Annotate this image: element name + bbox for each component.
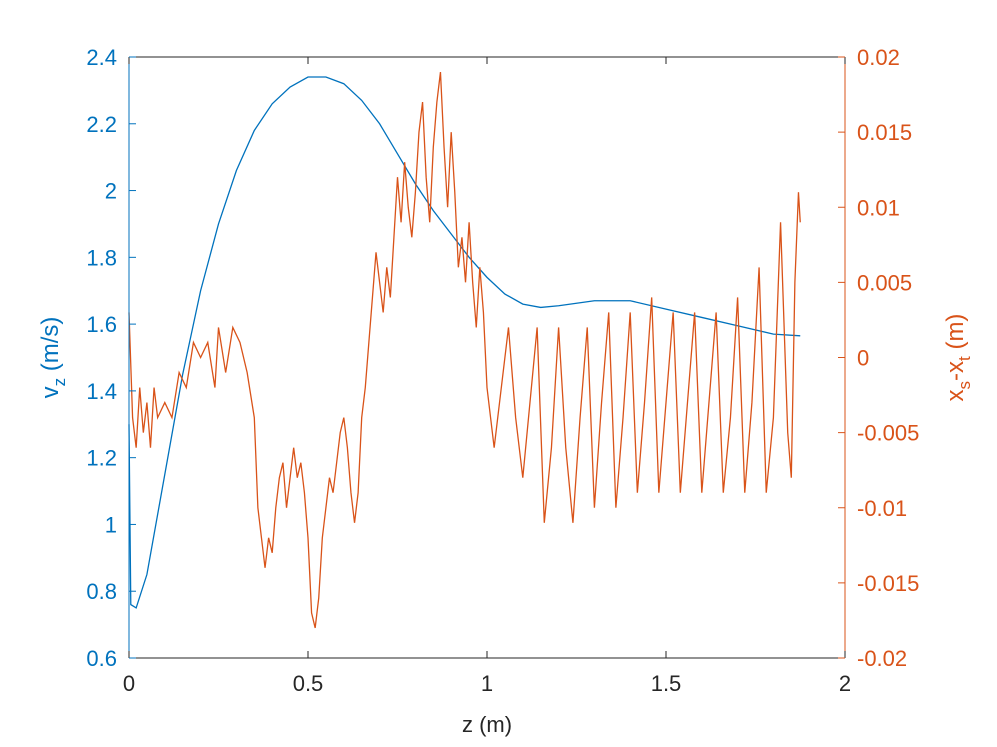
x-tick-label: 1 bbox=[481, 671, 493, 696]
y2-axis-label-part: s bbox=[955, 381, 974, 390]
y2-tick-label: 0 bbox=[857, 346, 869, 371]
x-tick-label: 2 bbox=[839, 671, 851, 696]
y2-tick-label: 0.02 bbox=[857, 45, 900, 70]
y-tick-label: 1.6 bbox=[86, 312, 117, 337]
data-line bbox=[128, 71, 801, 629]
y2-axis-label-part: t bbox=[955, 356, 974, 361]
y-axis-label-part: z bbox=[50, 378, 69, 387]
y2-tick-label: 0.01 bbox=[857, 195, 900, 220]
y-tick-label: 0.8 bbox=[86, 579, 117, 604]
y2-axis-label: xs-xt (m) bbox=[942, 314, 974, 402]
y-tick-label: 1.4 bbox=[86, 379, 117, 404]
y2-tick-label: -0.01 bbox=[857, 496, 907, 521]
y-tick-label: 1.2 bbox=[86, 446, 117, 471]
y-axis-label: vz (m/s) bbox=[37, 317, 69, 399]
y2-tick-label: -0.02 bbox=[857, 646, 907, 671]
y-tick-label: 0.6 bbox=[86, 646, 117, 671]
y-tick-label: 1 bbox=[105, 512, 117, 537]
y2-tick-label: 0.015 bbox=[857, 120, 912, 145]
x-tick-label: 0 bbox=[123, 671, 135, 696]
y2-axis-label-part: (m) bbox=[942, 314, 969, 357]
x-tick-label: 1.5 bbox=[651, 671, 682, 696]
y-tick-label: 2.4 bbox=[86, 45, 117, 70]
y-axis-label-part: v bbox=[37, 386, 64, 398]
y2-tick-label: 0.005 bbox=[857, 270, 912, 295]
y2-axis-label-part: -x bbox=[942, 361, 969, 381]
y-tick-label: 2 bbox=[105, 179, 117, 204]
x-axis-label: z (m) bbox=[462, 712, 512, 737]
y-axis-label-part: (m/s) bbox=[37, 317, 64, 378]
y2-tick-label: -0.005 bbox=[857, 421, 919, 446]
y-tick-label: 2.2 bbox=[86, 112, 117, 137]
y2-axis-label-part: x bbox=[942, 389, 969, 401]
y2-tick-label: -0.015 bbox=[857, 571, 919, 596]
data-line bbox=[128, 76, 801, 609]
y-tick-label: 1.8 bbox=[86, 245, 117, 270]
x-tick-label: 0.5 bbox=[293, 671, 324, 696]
